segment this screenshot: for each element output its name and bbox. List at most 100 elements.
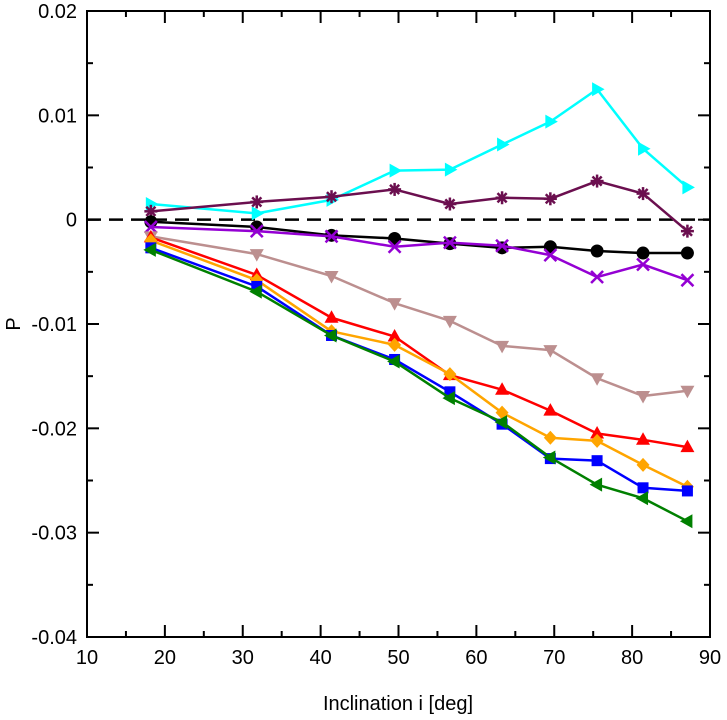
data-point — [143, 220, 158, 234]
data-point — [637, 482, 649, 494]
data-point — [543, 240, 557, 254]
data-point — [680, 385, 695, 399]
series-4 — [143, 231, 695, 404]
data-point — [543, 248, 558, 263]
series-line — [150, 236, 688, 449]
data-point — [249, 224, 264, 239]
data-point — [545, 114, 558, 129]
data-point — [543, 345, 558, 358]
data-point — [590, 433, 604, 448]
data-point — [635, 491, 649, 506]
series-line — [150, 248, 688, 523]
data-point — [324, 271, 339, 284]
series-line — [150, 220, 688, 255]
data-point — [636, 187, 650, 201]
data-point — [325, 190, 339, 204]
data-point — [680, 224, 694, 238]
data-point — [388, 182, 402, 196]
x-tick-label: 80 — [621, 647, 643, 669]
data-point — [681, 485, 693, 497]
data-point — [680, 246, 694, 260]
y-tick-label: 0.01 — [38, 105, 77, 127]
data-point — [636, 432, 651, 445]
data-point — [590, 244, 604, 258]
data-point — [590, 174, 604, 188]
data-point — [590, 426, 605, 439]
data-point — [638, 141, 651, 156]
tick-layer: 10 20 30 40 50 60 70 80 90 -0.04 -0.03 -0.02 -0.01 0 0… — [31, 1, 721, 669]
data-point — [324, 310, 339, 323]
data-point — [145, 197, 159, 212]
data-point — [495, 238, 509, 253]
data-point — [443, 235, 457, 250]
data-point — [680, 273, 695, 288]
data-point — [387, 298, 402, 311]
series-1 — [144, 174, 694, 238]
data-point — [636, 457, 650, 472]
data-point — [497, 137, 510, 152]
data-point — [444, 162, 458, 177]
data-point — [682, 180, 695, 195]
series-line — [150, 239, 688, 488]
data-point — [324, 328, 337, 343]
data-point — [442, 315, 457, 329]
y-tick-label: 0.02 — [38, 1, 77, 23]
data-point — [389, 163, 403, 178]
data-point — [443, 197, 457, 211]
data-point — [590, 270, 604, 284]
data-point — [592, 82, 605, 97]
series-0 — [145, 82, 695, 221]
data-point — [494, 415, 508, 430]
data-point — [251, 206, 265, 221]
data-point — [591, 455, 603, 467]
series-2 — [144, 215, 694, 260]
y-tick-label: -0.01 — [31, 314, 77, 336]
data-point — [444, 386, 456, 398]
series-5 — [143, 229, 695, 453]
y-tick-label: -0.04 — [31, 627, 77, 649]
data-point — [589, 477, 603, 492]
data-point — [495, 382, 510, 395]
data-point — [542, 450, 556, 465]
data-point — [442, 391, 455, 406]
data-point — [636, 390, 651, 404]
data-point — [590, 373, 605, 386]
data-point — [495, 191, 509, 205]
data-point — [543, 192, 557, 206]
data-point — [387, 354, 400, 369]
x-tick-label: 50 — [387, 647, 409, 669]
data-point — [387, 329, 402, 342]
y-tick-label: -0.02 — [31, 418, 77, 440]
data-point — [679, 514, 693, 529]
data-point — [680, 439, 695, 453]
data-point — [249, 249, 264, 262]
series-line — [150, 235, 688, 398]
x-tick-label: 30 — [232, 647, 254, 669]
data-point — [636, 246, 650, 260]
series-8 — [143, 242, 693, 529]
y-tick-label: -0.03 — [31, 523, 77, 545]
data-point — [388, 337, 402, 352]
series-line — [150, 246, 688, 493]
series-layer — [143, 82, 695, 529]
series-line — [150, 88, 689, 215]
x-tick-label: 20 — [154, 647, 176, 669]
data-point — [249, 284, 262, 299]
series-line — [150, 225, 688, 282]
y-axis-label: P — [3, 317, 25, 330]
x-axis-label: Inclination i [deg] — [323, 693, 473, 715]
x-tick-label: 40 — [310, 647, 332, 669]
x-tick-label: 60 — [465, 647, 487, 669]
data-point — [543, 403, 558, 416]
data-point — [636, 257, 650, 272]
x-tick-label: 10 — [76, 647, 98, 669]
data-point — [443, 367, 457, 382]
x-tick-label: 90 — [699, 647, 721, 669]
data-point — [387, 239, 402, 254]
data-point — [388, 231, 402, 245]
data-point — [251, 280, 263, 292]
x-tick-label: 70 — [543, 647, 565, 669]
data-point — [324, 229, 339, 244]
data-point — [543, 430, 557, 445]
